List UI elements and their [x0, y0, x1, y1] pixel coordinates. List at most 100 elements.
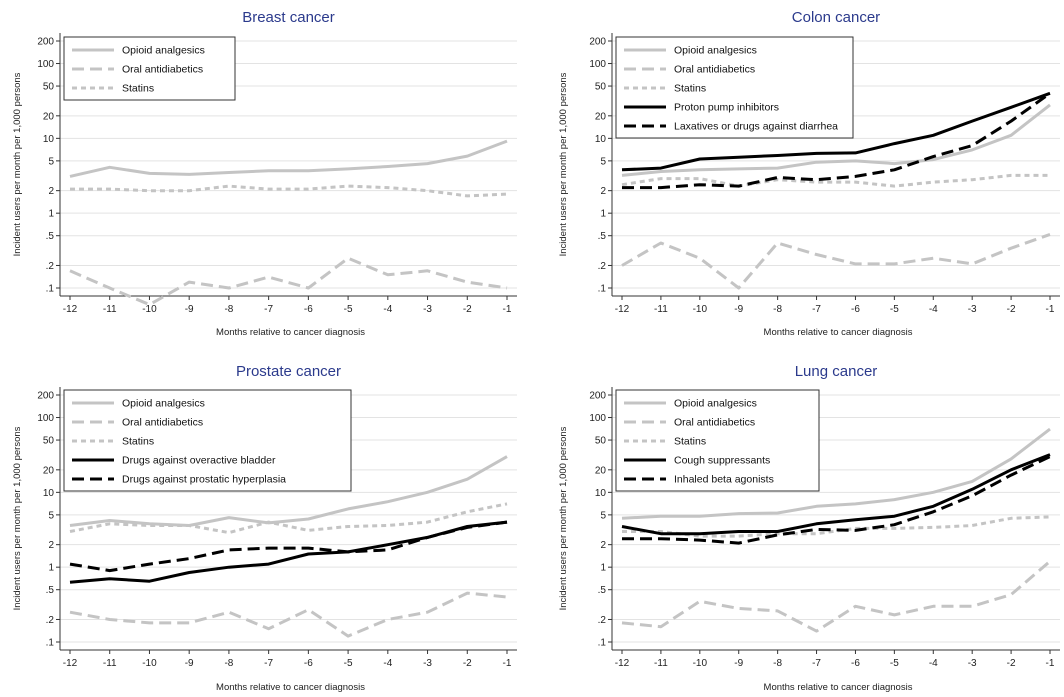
y-tick-label: 50: [595, 436, 607, 447]
y-tick-label: 100: [589, 59, 606, 70]
x-tick-label: -6: [851, 658, 860, 669]
panel-prostate-cancer: Prostate cancer 200 100 50 20 10 5 2 1 .5 .2 .1 -12 -…: [12, 363, 517, 693]
legend-label: Oral antidiabetics: [674, 417, 755, 429]
x-tick-label: -9: [734, 304, 743, 315]
legend-label: Laxatives or drugs against diarrhea: [674, 121, 838, 133]
y-tick-label: 2: [48, 540, 54, 551]
legend-label: Drugs against prostatic hyperplasia: [122, 474, 286, 486]
y-tick-label: 20: [595, 111, 607, 122]
y-tick-label: 10: [595, 488, 607, 499]
panel-colon-cancer: Colon cancer 200 100 50 20 10 5 2 1 .5 .2 .1 -12 -11 -…: [558, 9, 1060, 338]
x-tick-label: -8: [224, 304, 233, 315]
series-line-opioid-analgesics: [69, 139, 508, 178]
x-tick-label: -11: [103, 304, 117, 315]
y-tick-label: 2: [600, 540, 606, 551]
y-tick-label: 100: [37, 59, 54, 70]
series-line-inhaled-beta-agonists: [622, 455, 1051, 545]
y-tick-label: 20: [43, 111, 55, 122]
legend-label: Proton pump inhibitors: [674, 102, 779, 114]
x-axis-label: Months relative to cancer diagnosis: [216, 682, 365, 693]
legend-label: Opioid analgesics: [122, 45, 205, 57]
y-tick-label: .2: [46, 261, 55, 272]
legend-label: Statins: [122, 83, 154, 95]
x-tick-label: -12: [63, 658, 78, 669]
legend-label: Inhaled beta agonists: [674, 474, 774, 486]
legend: Opioid analgesics Oral antidiabetics Stati…: [615, 389, 820, 492]
legend: Opioid analgesics Oral antidiabetics Stati…: [63, 389, 352, 492]
x-tick-label: -3: [423, 658, 432, 669]
legend-label: Oral antidiabetics: [122, 64, 203, 76]
x-tick-label: -8: [773, 658, 782, 669]
y-tick-label: .2: [598, 615, 607, 626]
series-line-opioid-analgesics: [69, 455, 508, 527]
x-tick-label: -9: [185, 304, 194, 315]
series-line-oral-antidiabetics: [621, 560, 1051, 633]
y-tick-label: 1: [600, 563, 606, 574]
y-tick-label: 1: [48, 209, 54, 220]
x-tick-label: -6: [304, 304, 313, 315]
legend-label: Oral antidiabetics: [122, 417, 203, 429]
y-tick-label: .1: [46, 638, 55, 649]
x-tick-label: -5: [344, 658, 353, 669]
x-axis-label: Months relative to cancer diagnosis: [764, 327, 913, 338]
y-tick-label: 10: [43, 134, 55, 145]
y-tick-label: 2: [600, 186, 606, 197]
y-tick-label: 10: [595, 134, 607, 145]
panel-title: Breast cancer: [242, 9, 335, 26]
x-tick-label: -10: [142, 304, 157, 315]
x-tick-label: -2: [1007, 304, 1016, 315]
y-tick-label: 5: [600, 156, 606, 167]
x-tick-label: -8: [224, 658, 233, 669]
y-tick-label: 200: [37, 391, 54, 402]
x-tick-label: -12: [615, 304, 630, 315]
legend-label: Opioid analgesics: [674, 398, 757, 410]
x-tick-label: -11: [654, 658, 668, 669]
y-axis-label: Incident users per month per 1,000 perso…: [12, 426, 23, 610]
x-tick-label: -7: [264, 304, 273, 315]
y-tick-label: 20: [595, 465, 607, 476]
x-axis-label: Months relative to cancer diagnosis: [764, 682, 913, 693]
legend-label: Oral antidiabetics: [674, 64, 755, 76]
x-tick-label: -5: [344, 304, 353, 315]
x-tick-label: -3: [968, 304, 977, 315]
x-tick-label: -2: [463, 658, 472, 669]
x-tick-label: -3: [423, 304, 432, 315]
x-tick-label: -8: [773, 304, 782, 315]
x-tick-label: -7: [812, 304, 821, 315]
series-line-drugs-against-prostatic-hyperplasia: [69, 520, 508, 573]
y-tick-label: 1: [600, 209, 606, 220]
x-tick-label: -4: [929, 658, 938, 669]
x-tick-label: -9: [734, 658, 743, 669]
legend-label: Cough suppressants: [674, 455, 770, 467]
x-tick-label: -5: [890, 658, 899, 669]
x-tick-label: -6: [304, 658, 313, 669]
x-tick-label: -4: [929, 304, 938, 315]
x-tick-label: -12: [63, 304, 78, 315]
y-tick-label: 2: [48, 186, 54, 197]
y-axis-label: Incident users per month per 1,000 perso…: [12, 72, 23, 256]
x-tick-label: -4: [383, 304, 392, 315]
y-tick-label: .2: [46, 615, 55, 626]
y-tick-label: .5: [598, 231, 607, 242]
y-tick-label: 50: [595, 82, 607, 93]
y-tick-label: 100: [37, 413, 54, 424]
series-line-drugs-against-overactive-bladder: [69, 520, 508, 584]
legend-label: Opioid analgesics: [674, 45, 757, 57]
series-line-statins: [70, 184, 508, 198]
x-tick-label: -5: [890, 304, 899, 315]
legend-label: Drugs against overactive bladder: [122, 455, 276, 467]
x-tick-label: -9: [185, 658, 194, 669]
x-tick-label: -4: [383, 658, 392, 669]
legend: Opioid analgesics Oral antidiabetics Stati…: [63, 36, 236, 101]
y-tick-label: .5: [598, 585, 607, 596]
x-tick-label: -6: [851, 304, 860, 315]
y-tick-label: 5: [48, 156, 54, 167]
y-tick-label: 200: [589, 391, 606, 402]
legend-box: [615, 389, 820, 492]
x-tick-label: -1: [1046, 304, 1055, 315]
y-tick-label: 20: [43, 465, 55, 476]
series-line-oral-antidiabetics: [69, 591, 508, 638]
series-line-oral-antidiabetics: [69, 256, 508, 307]
x-tick-label: -1: [503, 304, 512, 315]
y-tick-label: 200: [37, 37, 54, 48]
